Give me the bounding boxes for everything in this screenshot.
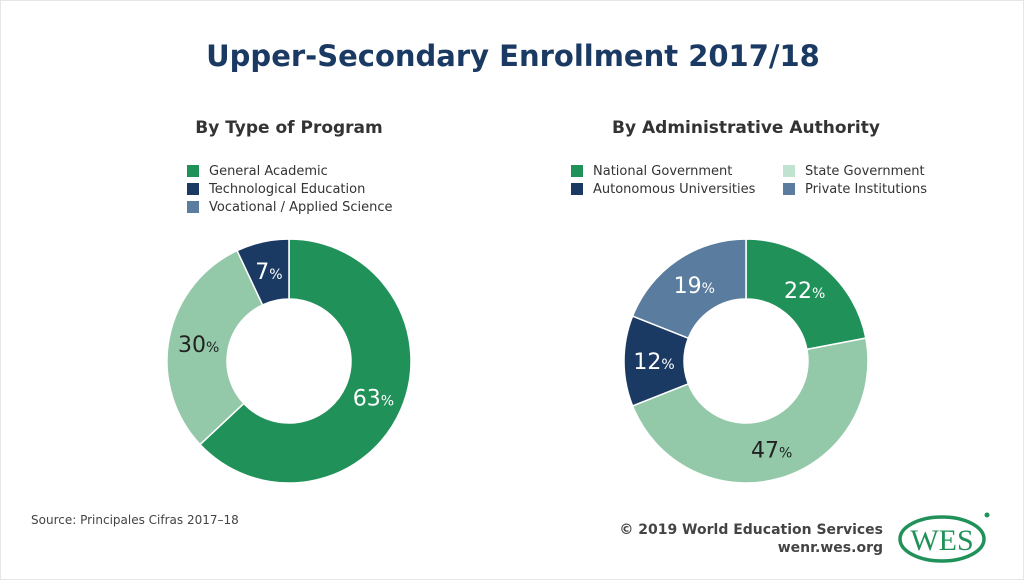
donut-slice: [199, 238, 412, 484]
copyright-block: © 2019 World Education Services wenr.wes…: [619, 521, 883, 557]
legend-swatch: [783, 183, 795, 195]
legend-swatch: [571, 165, 583, 177]
legend-item: General Academic: [187, 162, 392, 180]
website: wenr.wes.org: [777, 540, 883, 556]
svg-text:WES: WES: [910, 524, 973, 557]
donut-slice: [631, 238, 747, 340]
legend-swatch: [783, 165, 795, 177]
legend-item: Private Institutions: [783, 180, 983, 198]
legend-label: Technological Education: [209, 181, 366, 197]
donut-slice: [236, 238, 290, 306]
left-chart-subtitle: By Type of Program: [195, 118, 383, 138]
source-note: Source: Principales Cifras 2017–18: [31, 513, 239, 527]
legend-label: Autonomous Universities: [593, 181, 756, 197]
legend-label: Private Institutions: [805, 181, 928, 197]
legend-label: General Academic: [209, 163, 328, 179]
legend-item: National Government: [571, 162, 783, 180]
legend-swatch: [187, 183, 199, 195]
legend-item: Technological Education: [187, 180, 392, 198]
legend-label: Vocational / Applied Science: [209, 199, 393, 215]
legend-label: National Government: [593, 163, 733, 179]
legend-swatch: [187, 201, 199, 213]
legend-swatch: [571, 183, 583, 195]
donut-slice: [631, 337, 869, 484]
right-legend: National Government State Government Auton…: [571, 162, 983, 198]
copyright: © 2019 World Education Services: [619, 522, 883, 538]
donut-slice: [166, 249, 264, 446]
legend-item: State Government: [783, 162, 983, 180]
legend-label: State Government: [805, 163, 925, 179]
left-legend: General Academic Technological Education V…: [187, 162, 392, 216]
legend-swatch: [187, 165, 199, 177]
legend-item: Vocational / Applied Science: [187, 198, 392, 216]
donut-slice: [745, 238, 867, 351]
chart-title: Upper-Secondary Enrollment 2017/18: [206, 39, 820, 73]
right-chart-subtitle: By Administrative Authority: [612, 118, 880, 138]
wes-logo: WES: [898, 512, 990, 563]
legend-item: Autonomous Universities: [571, 180, 783, 198]
